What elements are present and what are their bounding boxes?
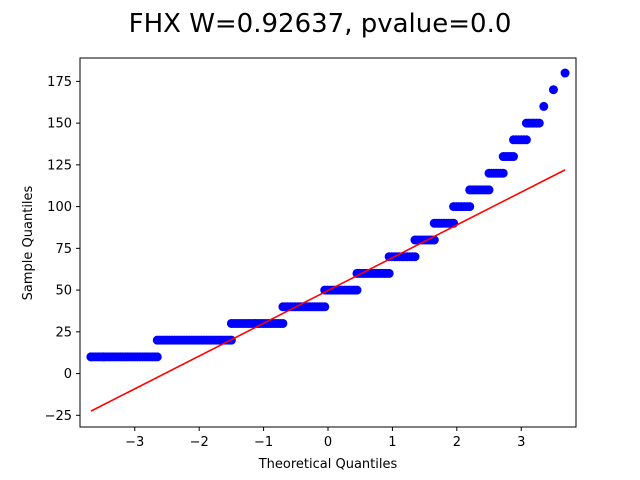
- reference-line: [90, 169, 566, 412]
- x-tick-label: 2: [453, 435, 461, 450]
- sample-point: [534, 118, 544, 128]
- sample-point: [539, 101, 549, 111]
- y-tick-label: 75: [55, 242, 72, 257]
- reference-line-group: [90, 169, 566, 412]
- sample-quantile-points: [86, 68, 570, 362]
- sample-point: [410, 252, 420, 262]
- y-tick-label: 125: [47, 158, 72, 173]
- x-axis-label: Theoretical Quantiles: [258, 457, 398, 472]
- chart-title: FHX W=0.92637, pvalue=0.0: [129, 9, 512, 39]
- sample-point: [384, 268, 394, 278]
- sample-point: [152, 352, 162, 362]
- sample-point: [352, 285, 362, 295]
- sample-point: [320, 302, 330, 312]
- x-tick-label: −3: [125, 435, 144, 450]
- x-tick-label: 0: [324, 435, 332, 450]
- sample-point: [521, 135, 531, 145]
- y-axis: −25 0 25 50 75 100 125 150 175: [45, 75, 80, 424]
- sample-point: [560, 68, 570, 78]
- y-tick-label: 50: [55, 284, 72, 299]
- y-tick-label: 100: [47, 200, 72, 215]
- sample-point: [509, 152, 519, 162]
- y-axis-label: Sample Quantiles: [21, 185, 36, 300]
- plot-frame: [79, 57, 577, 428]
- x-tick-label: −1: [254, 435, 273, 450]
- sample-point: [86, 352, 96, 362]
- sample-point: [484, 185, 494, 195]
- y-tick-label: 150: [47, 117, 72, 132]
- sample-point: [498, 168, 508, 178]
- x-axis: −3 −2 −1 0 1 2 3: [125, 427, 525, 450]
- x-tick-label: 1: [388, 435, 396, 450]
- y-tick-label: −25: [45, 409, 72, 424]
- x-tick-label: −2: [190, 435, 209, 450]
- x-tick-label: 3: [517, 435, 525, 450]
- sample-point: [278, 318, 288, 328]
- sample-point: [99, 352, 109, 362]
- y-tick-label: 175: [47, 75, 72, 90]
- y-tick-label: 0: [64, 367, 72, 382]
- y-tick-label: 25: [55, 325, 72, 340]
- sample-point: [548, 85, 558, 95]
- sample-point: [465, 202, 475, 212]
